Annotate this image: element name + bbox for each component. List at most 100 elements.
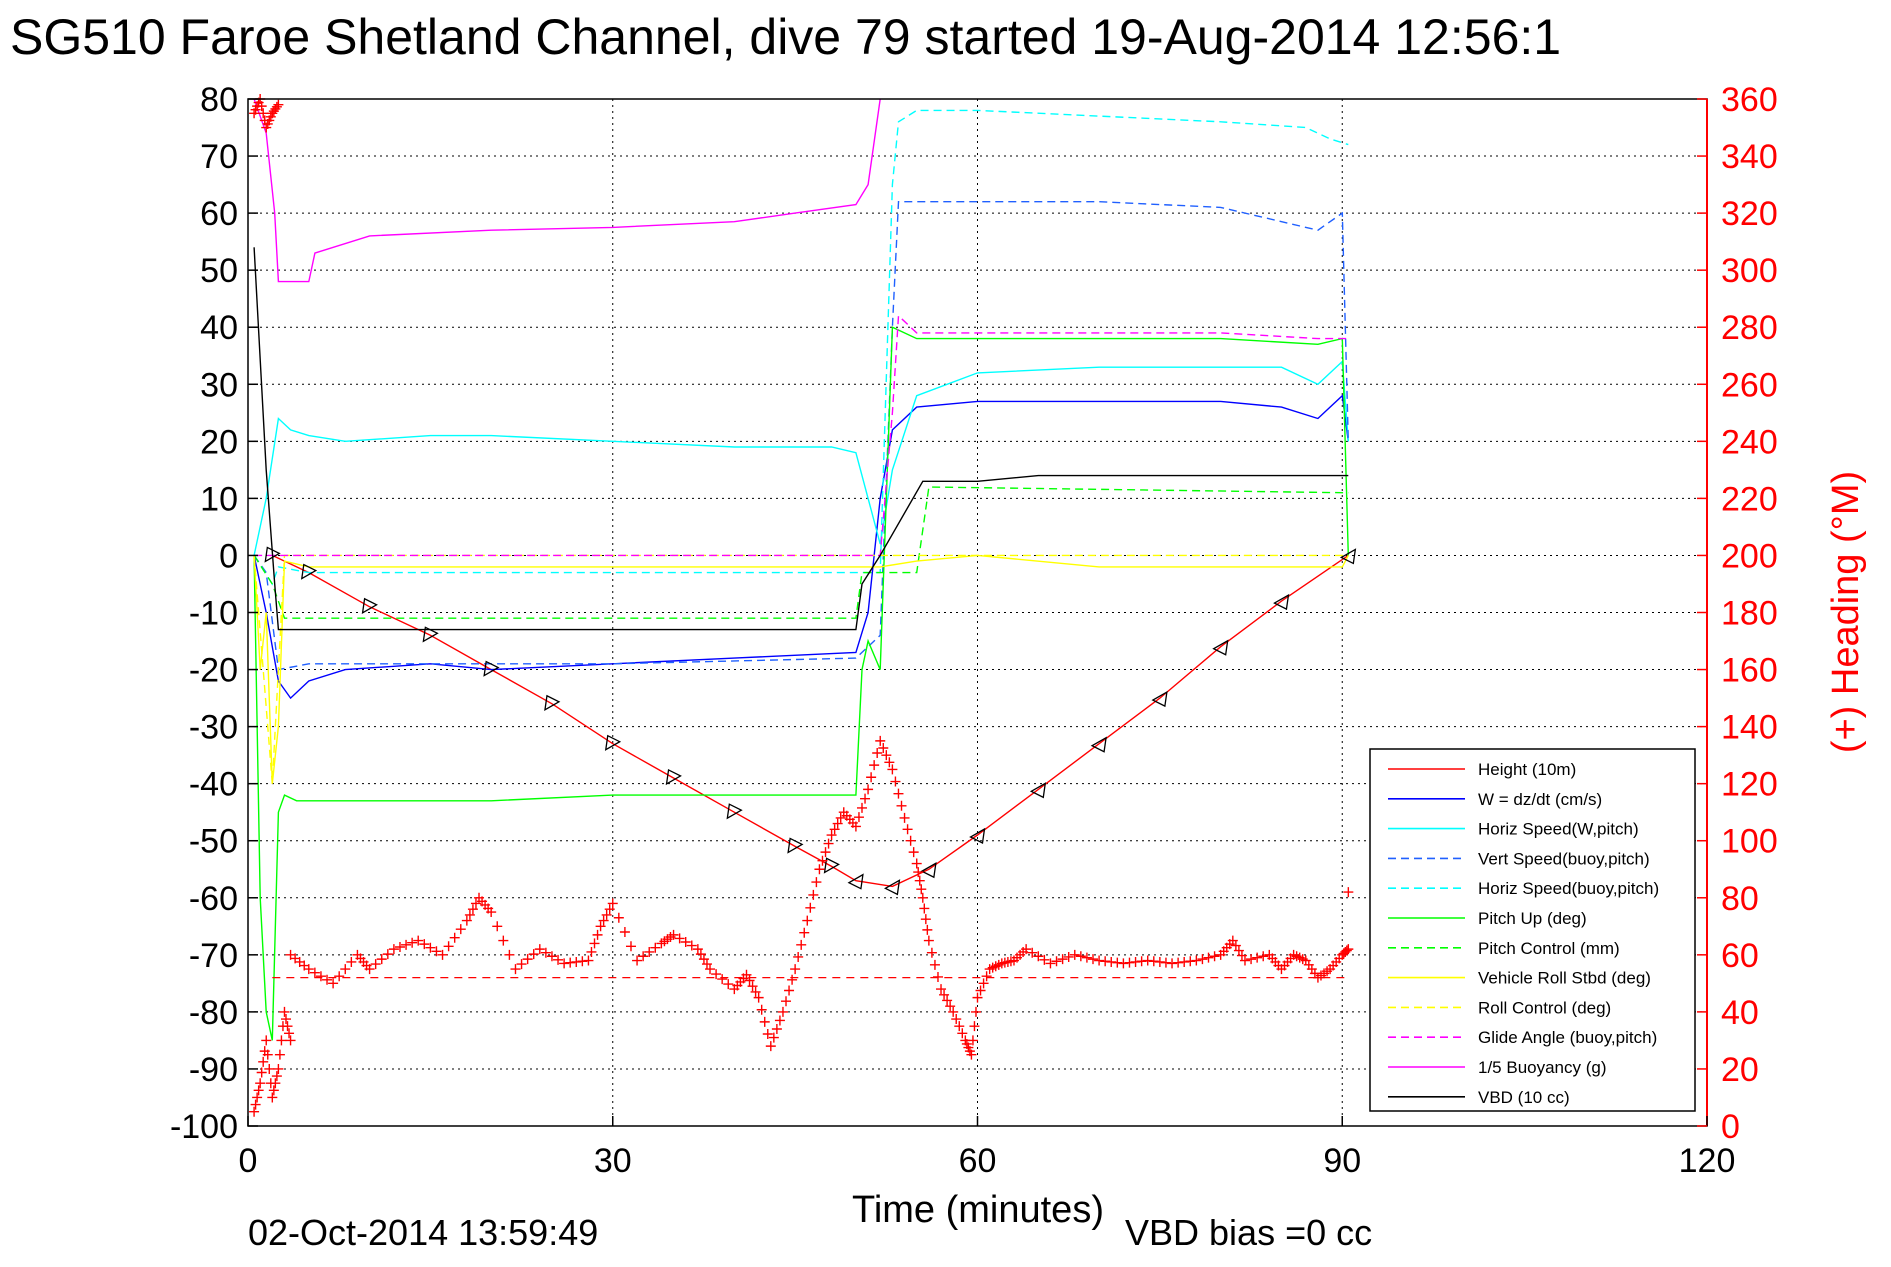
y-tick-label: -70 bbox=[189, 937, 238, 975]
heading-point bbox=[878, 743, 889, 754]
heading-point bbox=[1142, 955, 1153, 966]
heading-point bbox=[932, 971, 943, 982]
x-tick-label: 0 bbox=[239, 1142, 258, 1180]
heading-point bbox=[914, 875, 925, 886]
heading-point bbox=[1027, 947, 1038, 958]
legend: Height (10m) W = dz/dt (cm/s) Horiz Speed(… bbox=[1369, 748, 1696, 1112]
heading-point bbox=[890, 776, 901, 787]
heading-point bbox=[1160, 957, 1171, 968]
heading-point bbox=[261, 1035, 272, 1046]
heading-point bbox=[784, 985, 795, 996]
y-tick-label: -40 bbox=[189, 766, 238, 804]
heading-point bbox=[975, 985, 986, 996]
heading-point bbox=[315, 971, 326, 982]
heading-point bbox=[256, 1067, 267, 1078]
heading-point bbox=[1343, 887, 1354, 898]
heading-point bbox=[744, 975, 755, 986]
legend-label: Roll Control (deg) bbox=[1478, 998, 1611, 1017]
heading-point bbox=[309, 967, 320, 978]
heading-point bbox=[364, 964, 375, 975]
heading-point bbox=[923, 935, 934, 946]
heading-point bbox=[1069, 949, 1080, 960]
legend-label: W = dz/dt (cm/s) bbox=[1478, 790, 1602, 809]
heading-point bbox=[926, 947, 937, 958]
heading-point bbox=[598, 915, 609, 926]
heading-point bbox=[1197, 954, 1208, 965]
height-marker bbox=[823, 857, 840, 874]
x-tick-label: 60 bbox=[959, 1142, 997, 1180]
heading-point bbox=[1057, 954, 1068, 965]
heading-point bbox=[401, 939, 412, 950]
series-0-line bbox=[272, 554, 1349, 888]
heading-point bbox=[954, 1021, 965, 1032]
height-marker bbox=[884, 879, 901, 896]
heading-point bbox=[256, 101, 267, 112]
heading-point bbox=[916, 884, 927, 895]
heading-point bbox=[850, 821, 861, 832]
heading-point bbox=[464, 909, 475, 920]
heading-point bbox=[835, 812, 846, 823]
heading-point bbox=[553, 954, 564, 965]
height-marker bbox=[544, 694, 561, 712]
y2-tick-label: 60 bbox=[1721, 937, 1759, 975]
y-tick-label: -20 bbox=[189, 652, 238, 690]
series-layer bbox=[253, 98, 1349, 1041]
heading-point bbox=[1179, 956, 1190, 967]
heading-point bbox=[777, 1006, 788, 1017]
heading-point bbox=[686, 940, 697, 951]
heading-point bbox=[1258, 951, 1269, 962]
height-marker bbox=[1273, 593, 1290, 611]
heading-point bbox=[762, 1029, 773, 1039]
heading-point bbox=[829, 824, 840, 835]
y-tick-label: 10 bbox=[200, 480, 238, 518]
heading-point bbox=[793, 951, 804, 962]
heading-point bbox=[470, 898, 481, 909]
heading-point bbox=[264, 1063, 275, 1074]
heading-point bbox=[919, 903, 930, 914]
heading-point bbox=[805, 902, 816, 913]
heading-point bbox=[284, 1028, 295, 1039]
heading-point bbox=[942, 995, 953, 1006]
heading-point bbox=[759, 1016, 770, 1027]
heading-point bbox=[382, 949, 393, 960]
vbd-bias-label: VBD bias =0 cc bbox=[1125, 1212, 1372, 1253]
heading-point bbox=[774, 1015, 785, 1026]
heading-point bbox=[787, 974, 798, 985]
heading-point bbox=[271, 101, 282, 112]
heading-point bbox=[814, 864, 825, 875]
y-tick-label: 60 bbox=[200, 195, 238, 233]
heading-point bbox=[486, 907, 497, 918]
y-tick-label: 80 bbox=[200, 81, 238, 119]
heading-point bbox=[832, 818, 843, 829]
heading-point bbox=[559, 958, 570, 969]
y2-axis-label: (+) Heading (°M) bbox=[1825, 471, 1867, 753]
heading-point bbox=[250, 1099, 261, 1110]
heading-point bbox=[917, 892, 928, 903]
height-marker bbox=[1090, 736, 1107, 753]
heading-point bbox=[884, 757, 895, 768]
heading-point bbox=[370, 959, 381, 970]
heading-point bbox=[893, 788, 904, 799]
heading-point bbox=[1154, 956, 1165, 967]
chart-title: SG510 Faroe Shetland Channel, dive 79 st… bbox=[10, 9, 1561, 65]
heading-point bbox=[273, 99, 284, 110]
height-marker bbox=[920, 862, 937, 879]
y2-tick-label: 40 bbox=[1721, 994, 1759, 1032]
heading-point bbox=[705, 964, 716, 975]
heading-point bbox=[826, 830, 837, 841]
height-marker bbox=[1339, 548, 1357, 565]
heading-point bbox=[607, 898, 618, 909]
heading-point bbox=[680, 936, 691, 947]
height-marker bbox=[1029, 782, 1047, 799]
y2-tick-label: 120 bbox=[1721, 766, 1778, 804]
legend-label: Vert Speed(buoy,pitch) bbox=[1478, 849, 1650, 868]
heading-point bbox=[781, 996, 792, 1007]
heading-point bbox=[853, 812, 864, 823]
heading-point bbox=[592, 929, 603, 940]
x-tick-label: 120 bbox=[1679, 1142, 1736, 1180]
series-6-line bbox=[253, 486, 1349, 619]
series-2-line bbox=[253, 359, 1349, 556]
heading-point bbox=[1100, 956, 1111, 967]
height-marker bbox=[422, 626, 439, 643]
